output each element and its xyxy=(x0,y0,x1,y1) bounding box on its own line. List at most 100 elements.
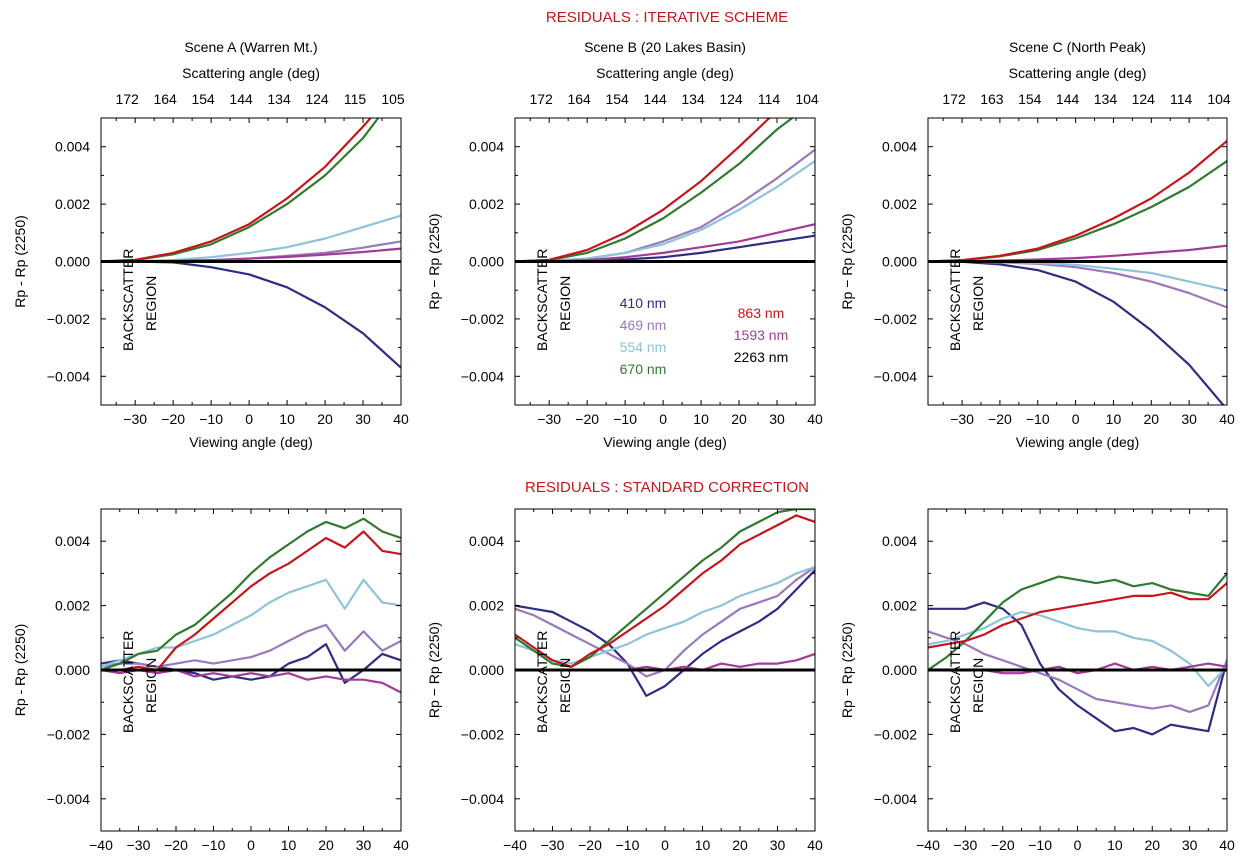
x-tick-label: 40 xyxy=(807,837,823,853)
y-tick-label: −0.004 xyxy=(874,368,917,384)
series-line-863nm xyxy=(928,139,1227,263)
series-line-863nm xyxy=(928,581,1227,649)
series-group xyxy=(928,572,1227,736)
y-tick-label: −0.002 xyxy=(874,726,917,742)
series-line-863nm xyxy=(515,514,815,668)
x-tick-label: −10 xyxy=(199,411,223,427)
series-line-863nm xyxy=(101,530,401,672)
region-word-label: REGION xyxy=(970,658,986,713)
series-line-863nm xyxy=(515,118,771,263)
x-tick-label: −30 xyxy=(123,411,147,427)
y-tick-label: 0.004 xyxy=(469,139,504,155)
x-tick-label: 20 xyxy=(317,411,333,427)
secondary-tick-label: 114 xyxy=(1170,91,1193,107)
x-tick-label: 40 xyxy=(807,411,823,427)
y-tick-label: −0.002 xyxy=(47,311,90,327)
y-tick-label: −0.004 xyxy=(461,791,504,807)
secondary-tick-label: 104 xyxy=(1207,91,1231,107)
series-group xyxy=(928,139,1227,405)
x-tick-label: 40 xyxy=(393,411,409,427)
backscatter-label: BACKSCATTER xyxy=(534,249,550,351)
y-tick-label: −0.004 xyxy=(874,791,917,807)
secondary-tick-label: 154 xyxy=(605,91,629,107)
x-tick-label: 0 xyxy=(1074,837,1082,853)
series-line-410nm xyxy=(515,569,815,697)
x-tick-label: 0 xyxy=(245,411,253,427)
secondary-tick-label: 114 xyxy=(758,91,781,107)
x-tick-label: 0 xyxy=(1072,411,1080,427)
chart-panel-5: −40 −30 −20 −10 0 10 20 30 40 0.004 0.002 0.000 −0.0… xyxy=(426,508,823,858)
x-tick-label: −10 xyxy=(1026,411,1050,427)
secondary-tick-label: 134 xyxy=(267,91,291,107)
secondary-axis-label: Scattering angle (deg) xyxy=(1009,65,1147,81)
y-tick-label: 0.000 xyxy=(55,254,90,270)
secondary-tick-label: 154 xyxy=(1018,91,1042,107)
x-tick-label: −10 xyxy=(616,837,640,853)
chart-panel-2: −30 −20 −10 0 10 20 30 40 0.004 0.002 0.000 −0.002 −… xyxy=(426,39,823,450)
x-tick-label: −20 xyxy=(578,837,602,853)
backscatter-label: BACKSCATTER xyxy=(947,249,963,351)
scene-title: Scene A (Warren Mt.) xyxy=(184,39,317,55)
x-tick-label: 0 xyxy=(659,411,667,427)
series-line-410nm xyxy=(928,601,1227,736)
x-tick-label: 20 xyxy=(1144,837,1160,853)
chart-panel-4: −40 −30 −20 −10 0 10 20 30 40 0.004 0.002 0.000 −0.0… xyxy=(12,508,409,858)
secondary-tick-label: 144 xyxy=(229,91,253,107)
secondary-tick-label: 134 xyxy=(1094,91,1118,107)
chart-panel-6: −40 −30 −20 −10 0 10 20 30 40 0.004 0.002 0.000 −0.0… xyxy=(839,508,1235,858)
series-group xyxy=(515,509,815,697)
secondary-tick-label: 124 xyxy=(1132,91,1156,107)
series-line-469nm xyxy=(101,623,401,668)
x-tick-label: 30 xyxy=(1181,411,1197,427)
series-group xyxy=(101,517,401,694)
series-line-670nm xyxy=(101,517,401,672)
y-tick-label: −0.004 xyxy=(47,791,90,807)
x-tick-label: −40 xyxy=(503,837,527,853)
x-tick-label: −10 xyxy=(613,411,637,427)
series-line-670nm xyxy=(515,509,815,668)
x-tick-label: −30 xyxy=(950,411,974,427)
backscatter-label: BACKSCATTER xyxy=(534,631,550,733)
secondary-tick-label: 115 xyxy=(344,91,367,107)
y-axis-label: Rp − Rp (2250) xyxy=(839,213,855,309)
y-tick-label: −0.002 xyxy=(874,311,917,327)
series-line-554nm xyxy=(515,159,815,263)
panels: −30 −20 −10 0 10 20 30 40 0.004 0.002 0.000 −0.002 −… xyxy=(12,39,1235,858)
x-tick-label: 10 xyxy=(1107,837,1123,853)
legend: 410 nm 469 nm 554 nm 670 nm 863 nm 1593 nm 226… xyxy=(620,295,789,377)
secondary-tick-label: 163 xyxy=(980,91,1004,107)
y-tick-label: −0.002 xyxy=(461,726,504,742)
y-tick-label: 0.002 xyxy=(882,196,917,212)
x-tick-label: −20 xyxy=(164,837,188,853)
y-tick-label: 0.002 xyxy=(882,598,917,614)
x-tick-label: 10 xyxy=(695,837,711,853)
scene-title: Scene C (North Peak) xyxy=(1009,39,1146,55)
secondary-tick-label: 134 xyxy=(681,91,705,107)
series-line-554nm xyxy=(101,578,401,668)
y-tick-label: −0.004 xyxy=(47,368,90,384)
series-line-554nm xyxy=(928,610,1227,688)
x-tick-label: −30 xyxy=(127,837,151,853)
series-group xyxy=(515,118,815,263)
secondary-tick-label: 172 xyxy=(115,91,139,107)
region-word-label: REGION xyxy=(557,658,573,713)
legend-item-410: 410 nm xyxy=(620,295,667,311)
x-tick-label: −30 xyxy=(541,837,565,853)
series-line-670nm xyxy=(928,572,1227,672)
scene-title: Scene B (20 Lakes Basin) xyxy=(584,39,746,55)
region-word-label: REGION xyxy=(557,276,573,331)
y-tick-label: −0.004 xyxy=(461,368,504,384)
x-tick-label: 30 xyxy=(1182,837,1198,853)
legend-item-1593: 1593 nm xyxy=(734,327,788,343)
secondary-tick-label: 144 xyxy=(643,91,667,107)
x-axis-label: Viewing angle (deg) xyxy=(603,434,727,450)
secondary-tick-label: 172 xyxy=(529,91,553,107)
x-tick-label: −30 xyxy=(954,837,978,853)
y-tick-label: 0.000 xyxy=(55,662,90,678)
x-axis-label: Viewing angle (deg) xyxy=(189,434,313,450)
y-tick-label: −0.002 xyxy=(461,311,504,327)
x-tick-label: 20 xyxy=(731,411,747,427)
y-tick-label: 0.004 xyxy=(469,533,504,549)
x-tick-label: 0 xyxy=(661,837,669,853)
